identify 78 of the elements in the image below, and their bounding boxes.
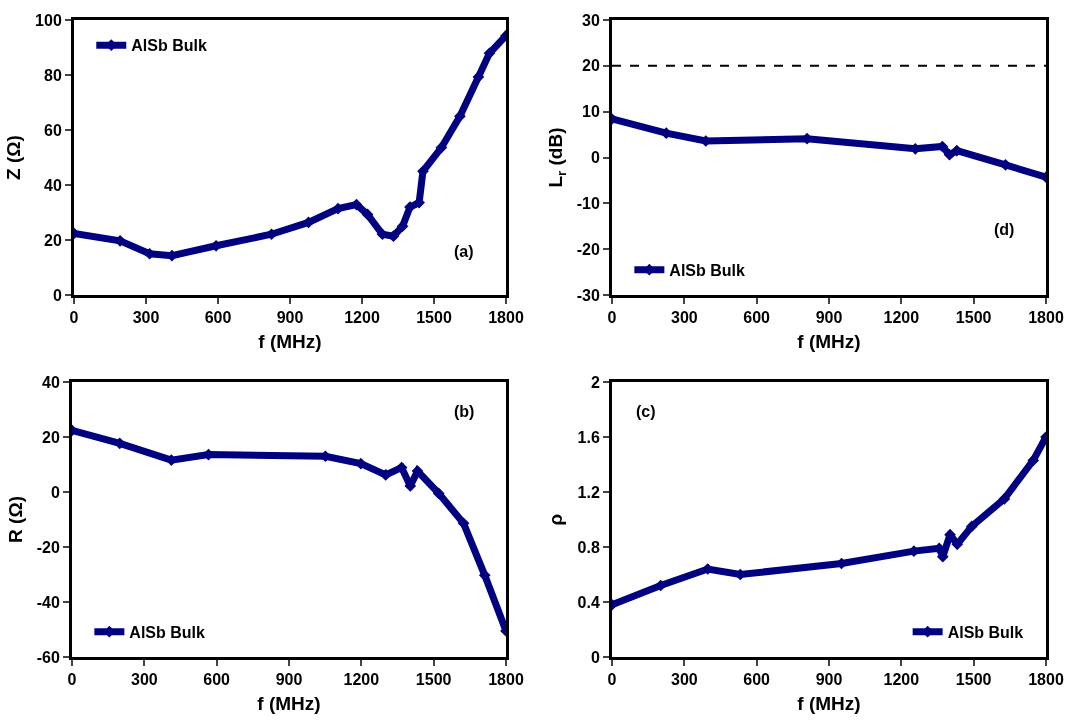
y-tick-label: 0 (590, 149, 600, 167)
point (435, 141, 448, 154)
y-tick-label: 30 (582, 11, 600, 29)
x-tick-label: 300 (670, 309, 698, 327)
y-tick-label: 60 (44, 121, 62, 139)
y-tick-label: -60 (36, 648, 60, 666)
x-tick-label: 0 (607, 309, 617, 327)
x-tick-label: 1800 (488, 671, 524, 689)
y-tick-label: 40 (42, 373, 60, 391)
y-tick-label: -30 (576, 286, 600, 304)
annotation: (c) (636, 403, 656, 420)
y-tick-label: 1.2 (577, 483, 600, 501)
x-tick-label: 900 (275, 671, 303, 689)
x-tick-label: 300 (132, 309, 160, 327)
x-axis-title: f (MHz) (797, 331, 861, 352)
x-tick-label: 1800 (1028, 309, 1064, 327)
y-tick-label: -10 (576, 194, 600, 212)
y-tick-label: -20 (36, 538, 60, 556)
point (454, 110, 466, 123)
point (951, 538, 964, 551)
point (432, 487, 445, 500)
point (965, 520, 978, 533)
x-tick-label: 1500 (955, 309, 992, 327)
x-tick-label: 1500 (955, 671, 992, 689)
legend-label: AlSb Bulk (947, 623, 1024, 641)
x-tick-label: 900 (276, 309, 304, 327)
x-tick-label: 600 (204, 309, 232, 327)
legend-label: AlSb Bulk (669, 261, 746, 279)
x-tick-label: 0 (607, 671, 617, 689)
y-tick-label: 40 (44, 176, 62, 194)
x-tick-label: 0 (67, 671, 77, 689)
point (395, 461, 408, 474)
y-tick-label: 1.6 (577, 428, 600, 446)
x-tick-label: 600 (743, 309, 771, 327)
point (943, 148, 956, 161)
point (361, 208, 374, 221)
legend-label: AlSb Bulk (131, 37, 207, 55)
annotation: (d) (994, 221, 1015, 238)
y-tick-label: -40 (36, 593, 60, 611)
x-tick-label: 1200 (343, 671, 380, 689)
y-tick-label: 0.4 (577, 593, 600, 611)
y-axis-title: Z (Ω) (2, 135, 24, 180)
x-tick-label: 1500 (416, 309, 452, 327)
y-tick-label: 20 (42, 428, 60, 446)
annotation: (a) (454, 243, 474, 260)
y-tick-label: 0.8 (577, 538, 600, 556)
x-tick-label: 1200 (883, 309, 920, 327)
point (1027, 454, 1040, 467)
y-tick-label: -20 (576, 240, 600, 258)
y-tick-label: 0 (590, 648, 600, 666)
x-tick-label: 300 (130, 671, 158, 689)
x-tick-label: 600 (743, 671, 771, 689)
x-axis-title: f (MHz) (258, 331, 322, 352)
x-tick-label: 600 (203, 671, 231, 689)
x-axis-title: f (MHz) (797, 693, 861, 714)
y-tick-label: 20 (44, 231, 62, 249)
x-tick-label: 900 (815, 671, 843, 689)
y-axis-title: R (Ω) (4, 496, 26, 543)
y-tick-label: 0 (52, 286, 62, 304)
x-tick-label: 1200 (883, 671, 920, 689)
y-tick-label: 20 (582, 57, 600, 75)
annotation: (b) (454, 403, 475, 420)
x-tick-label: 1500 (415, 671, 452, 689)
y-axis-title: ρ (545, 513, 567, 526)
x-tick-label: 1800 (1028, 671, 1064, 689)
y-tick-label: 100 (35, 11, 62, 29)
y-tick-label: 2 (590, 373, 600, 391)
y-tick-label: 10 (582, 103, 600, 121)
x-tick-label: 300 (670, 671, 698, 689)
x-tick-label: 1200 (344, 309, 380, 327)
x-tick-label: 1800 (488, 309, 524, 327)
y-tick-label: 0 (50, 483, 60, 501)
x-tick-label: 0 (69, 309, 79, 327)
point (998, 493, 1011, 505)
x-tick-label: 900 (815, 309, 843, 327)
legend-label: AlSb Bulk (129, 623, 206, 641)
y-tick-label: 80 (44, 66, 62, 84)
x-axis-title: f (MHz) (257, 693, 321, 714)
